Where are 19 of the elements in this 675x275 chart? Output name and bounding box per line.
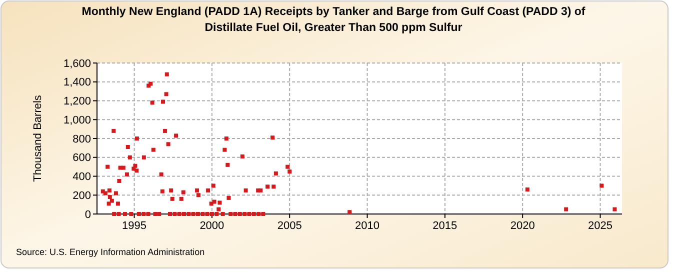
x-tick-label: 2025	[588, 220, 612, 232]
x-tick-label: 2015	[432, 220, 458, 232]
x-tick-label: 2005	[277, 220, 302, 232]
x-tick-label: 2020	[510, 220, 535, 232]
y-tick-label: 800	[72, 133, 91, 146]
y-tick-label: 1,200	[63, 96, 91, 108]
x-tick-label: 2000	[200, 220, 224, 232]
y-tick-label: 1,400	[63, 76, 91, 89]
x-tick-label: 2010	[355, 220, 380, 232]
chart-title: Monthly New England (PADD 1A) Receipts by Tanker and Barge from Gulf Coast (PADD 3) of Distillate Fuel Oil, Greater Than 500 ppm Sulfur	[82, 6, 586, 34]
y-tick-label: 200	[72, 190, 91, 202]
x-tick-label: 1995	[122, 220, 147, 232]
source-note: Source: U.S. Energy Information Administration	[16, 247, 205, 257]
y-axis-title: Thousand Barrels	[32, 94, 44, 182]
y-tick-label: 0	[84, 208, 91, 221]
y-tick-label: 1,000	[63, 114, 91, 126]
y-tick-label: 400	[72, 171, 91, 184]
y-tick-label: 600	[72, 152, 91, 164]
y-tick-label: 1,600	[63, 58, 91, 70]
